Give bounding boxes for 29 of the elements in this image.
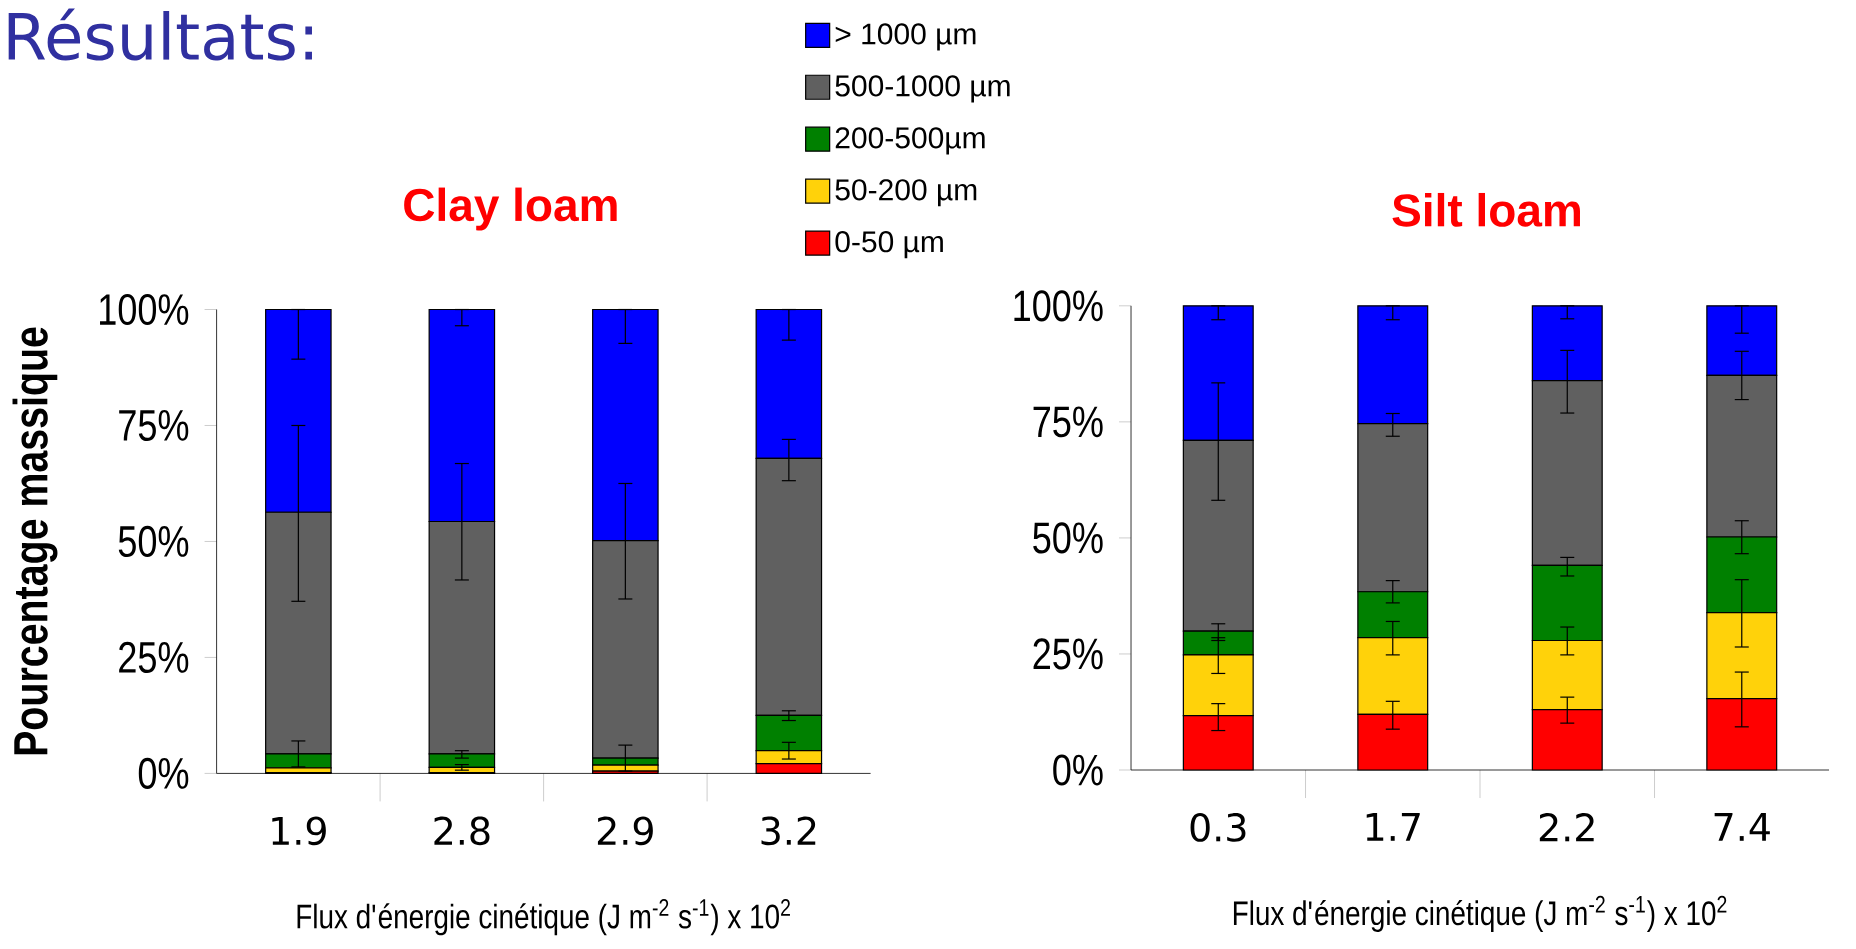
y-tick-label: 100% bbox=[1014, 290, 1103, 322]
x-tick-label: 1.7 bbox=[1366, 813, 1420, 841]
x-tick-label: 3.2 bbox=[761, 816, 816, 846]
chart-title: Clay loam bbox=[404, 187, 617, 231]
y-tick-label: 75% bbox=[1033, 406, 1103, 438]
x-axis-title: Flux d'énergie cinétique (J m$^{-2}$ s$^{-1}$) x 10$^{2}$ bbox=[297, 899, 790, 936]
y-tick-label: 100% bbox=[100, 293, 189, 326]
x-tick-label: 2.2 bbox=[1539, 813, 1594, 842]
x-tick-label: 0.3 bbox=[1190, 813, 1246, 842]
legend-label: 200-500µm bbox=[835, 127, 985, 155]
y-tick-label: 25% bbox=[119, 641, 189, 674]
x-tick-label: 2.8 bbox=[434, 816, 490, 846]
x-axis-title: Flux d'énergie cinétique (J m$^{-2}$ s$^{-1}$) x 10$^{2}$ bbox=[1233, 895, 1727, 933]
y-tick-label: 50% bbox=[1033, 522, 1103, 554]
text: Résultats: bbox=[8, 8, 312, 61]
x-tick-label: 7.4 bbox=[1714, 813, 1770, 841]
chart-title: Silt loam bbox=[1392, 192, 1580, 227]
y-tick-label: 25% bbox=[1033, 638, 1103, 670]
y-tick-label: 0% bbox=[138, 757, 189, 789]
y-tick-label: 75% bbox=[119, 410, 189, 441]
y-tick-label: 50% bbox=[118, 525, 189, 558]
legend-label: 500-1000 µm bbox=[835, 75, 1010, 103]
y-axis-title: Pourcentage massique bbox=[12, 327, 58, 755]
legend-label: 0-50 µm bbox=[835, 231, 943, 259]
legend-label: 50-200 µm bbox=[835, 179, 977, 207]
legend-label: > 1000 µm bbox=[835, 23, 976, 51]
y-tick-label: 0% bbox=[1053, 754, 1103, 786]
x-tick-label: 1.9 bbox=[272, 816, 326, 846]
x-tick-label: 2.9 bbox=[597, 816, 653, 846]
